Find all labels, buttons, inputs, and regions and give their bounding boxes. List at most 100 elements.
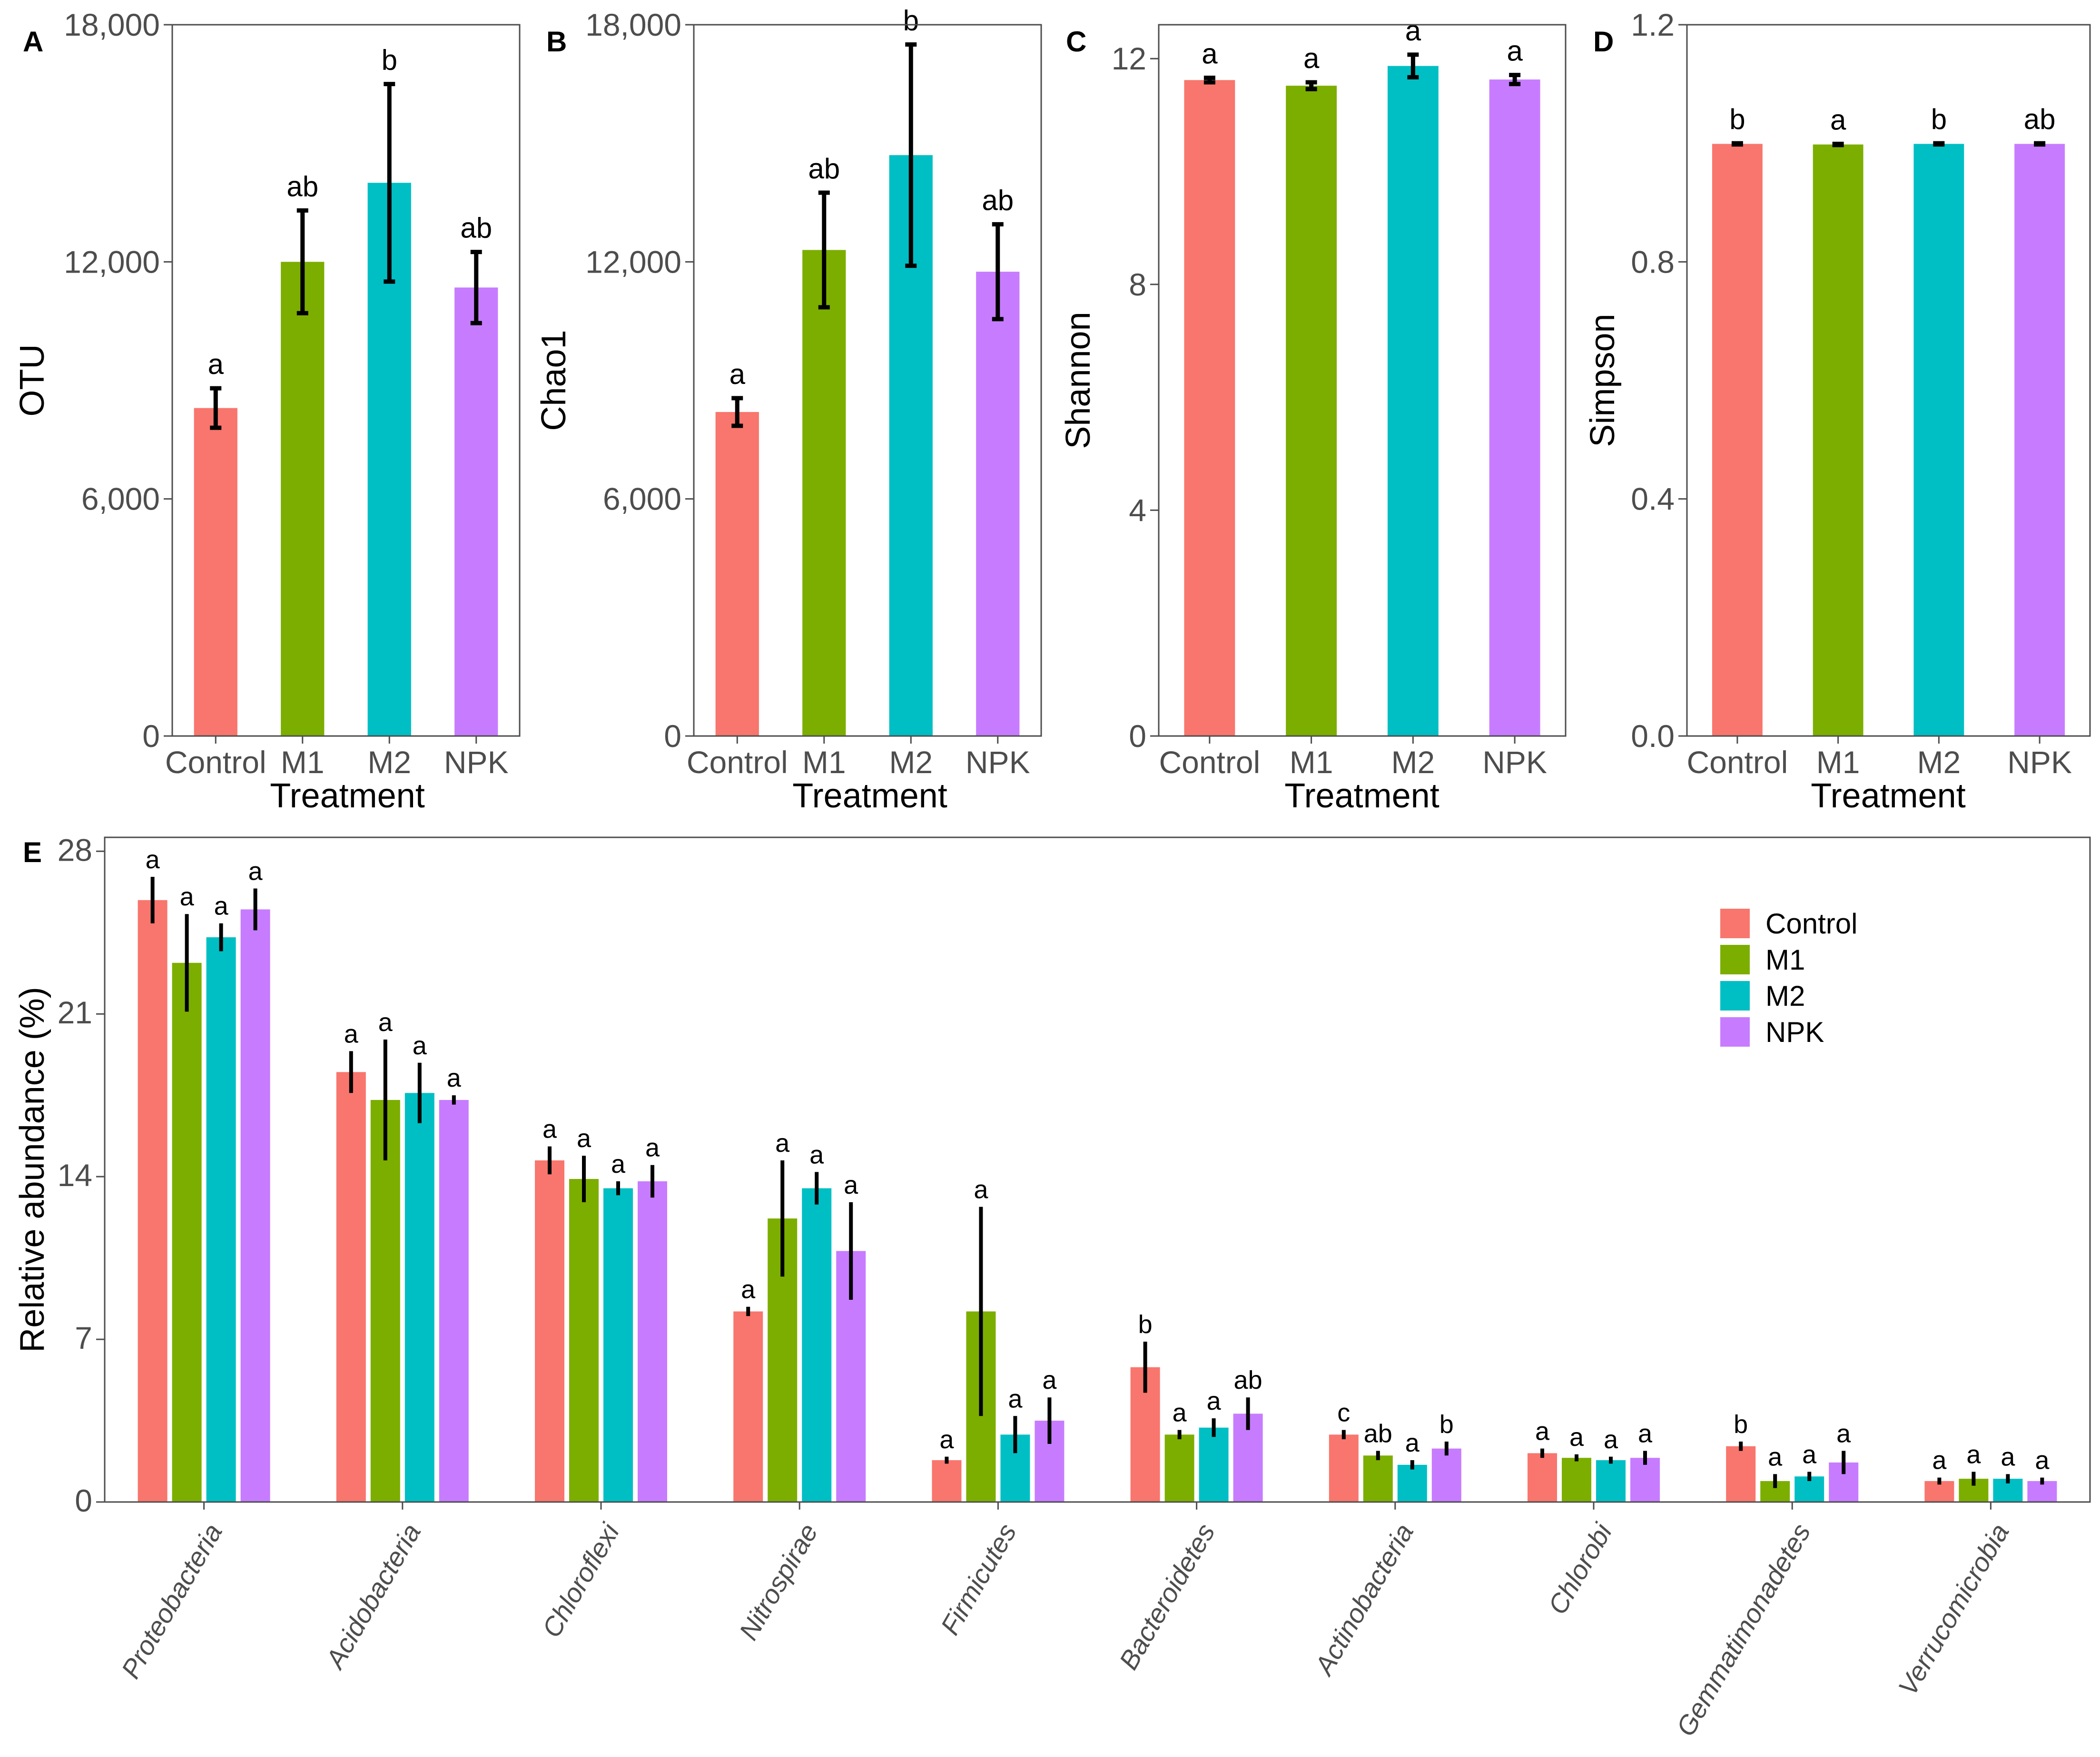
x-tick-label: M2 xyxy=(889,745,933,780)
significance-letter: a xyxy=(1008,1384,1023,1413)
y-axis-title: Relative abundance (%) xyxy=(13,987,51,1352)
significance-letter: a xyxy=(844,1171,858,1199)
significance-letter: a xyxy=(2035,1446,2050,1475)
bar-m1 xyxy=(370,1099,400,1502)
plot-frame xyxy=(171,24,521,737)
significance-letter: a xyxy=(413,1031,427,1060)
plot-frame xyxy=(693,24,1042,737)
significance-letter: a xyxy=(1405,1429,1420,1457)
legend-swatch-control xyxy=(1720,909,1750,938)
x-tick-label: Control xyxy=(1686,745,1788,780)
error-bar xyxy=(1509,73,1521,87)
x-tick-label: M2 xyxy=(1917,745,1961,780)
bar-m2 xyxy=(1199,1427,1229,1502)
x-tick-label: NPK xyxy=(1482,745,1547,780)
bar-control xyxy=(535,1160,564,1502)
significance-letter: a xyxy=(1802,1441,1817,1469)
significance-letter: b xyxy=(1729,103,1745,135)
y-tick-label: 12,000 xyxy=(585,244,681,279)
significance-letter: b xyxy=(1931,103,1947,135)
x-tick-label: NPK xyxy=(444,745,509,780)
significance-letter: b xyxy=(1138,1310,1153,1339)
bar-m1 xyxy=(569,1179,599,1502)
x-tick-label: Control xyxy=(1159,745,1260,780)
error-bar xyxy=(1305,80,1317,91)
legend-label: Control xyxy=(1765,908,1857,940)
significance-letter: a xyxy=(542,1115,557,1144)
significance-letter: ab xyxy=(1364,1420,1392,1448)
x-tick-label: Acidobacteria xyxy=(319,1519,426,1675)
significance-letter: a xyxy=(809,1140,824,1169)
bar-m1 xyxy=(172,962,202,1502)
y-tick-label: 12,000 xyxy=(64,244,160,279)
bar-npk xyxy=(976,272,1020,736)
x-tick-label: M2 xyxy=(367,745,411,780)
x-axis-title: Treatment xyxy=(1284,777,1439,815)
bar-m2 xyxy=(1913,144,1964,736)
bar-control xyxy=(336,1072,366,1502)
legend-label: M1 xyxy=(1765,944,1805,976)
y-tick-label: 0 xyxy=(664,718,681,754)
panel-letter: D xyxy=(1593,26,1614,58)
x-tick-label: Chloroflexi xyxy=(536,1518,626,1642)
panel-c: C 0 4 8 12 a Control a M1 a M2 a NPK Treatment Shannon xyxy=(1059,15,1567,815)
x-axis-title: Treatment xyxy=(270,777,424,815)
bar-m2 xyxy=(206,937,236,1502)
y-tick-label: 14 xyxy=(58,1158,92,1193)
y-tick-label: 0 xyxy=(1129,718,1146,754)
significance-letter: a xyxy=(1638,1420,1653,1448)
error-bar xyxy=(1731,141,1743,147)
x-tick-label: Bacteroidetes xyxy=(1113,1519,1221,1675)
legend-swatch-m1 xyxy=(1720,945,1750,974)
error-bar xyxy=(1407,52,1419,79)
x-tick-label: Actinobacteria xyxy=(1308,1519,1419,1681)
x-tick-label: Control xyxy=(687,745,788,780)
x-tick-label: Firmicutes xyxy=(935,1519,1022,1640)
bar-npk xyxy=(454,287,498,736)
significance-letter: a xyxy=(939,1425,954,1454)
plot-frame xyxy=(1686,24,2091,737)
significance-letter: a xyxy=(1830,104,1846,136)
x-tick-label: M1 xyxy=(1816,745,1860,780)
significance-letter: a xyxy=(611,1150,626,1178)
significance-letter: b xyxy=(903,5,919,37)
significance-letter: b xyxy=(1734,1410,1748,1439)
bar-m1 xyxy=(1562,1458,1591,1502)
error-bar xyxy=(2034,141,2046,147)
significance-letter: ab xyxy=(808,153,840,185)
y-tick-label: 0.4 xyxy=(1631,481,1675,517)
significance-letter: a xyxy=(577,1124,592,1153)
significance-letter: a xyxy=(208,348,224,380)
significance-letter: a xyxy=(974,1176,988,1204)
y-tick-label: 0.0 xyxy=(1631,718,1675,754)
bar-m1 xyxy=(1813,144,1863,736)
bar-m1 xyxy=(1363,1455,1393,1502)
significance-letter: ab xyxy=(1234,1366,1262,1394)
bar-control xyxy=(138,900,168,1502)
legend: Control M1 M2 NPK xyxy=(1720,908,1857,1048)
plot-frame xyxy=(1158,24,1567,737)
significance-letter: a xyxy=(645,1134,660,1162)
y-tick-label: 6,000 xyxy=(81,481,160,517)
significance-letter: ab xyxy=(982,184,1014,216)
error-bar xyxy=(470,250,482,325)
panel-b: B 0 6,000 12,000 18,000 a Control ab M1 b M2 ab NPK T… xyxy=(535,5,1042,815)
x-tick-label: M1 xyxy=(281,745,325,780)
error-bar xyxy=(1203,76,1215,85)
bar-npk xyxy=(1630,1458,1660,1502)
bar-npk xyxy=(1431,1448,1461,1502)
legend-label: NPK xyxy=(1765,1016,1824,1048)
significance-letter: b xyxy=(1439,1410,1454,1439)
significance-letter: a xyxy=(378,1008,393,1037)
bar-control xyxy=(932,1460,962,1502)
bar-control xyxy=(1184,80,1235,736)
bar-m2 xyxy=(1387,66,1439,736)
significance-letter: b xyxy=(382,44,397,76)
y-tick-label: 28 xyxy=(58,832,92,867)
y-tick-label: 6,000 xyxy=(603,481,681,517)
significance-letter: a xyxy=(1042,1366,1057,1394)
bar-control xyxy=(1712,144,1763,736)
x-tick-label: Verrucomicrobia xyxy=(1892,1519,2014,1701)
